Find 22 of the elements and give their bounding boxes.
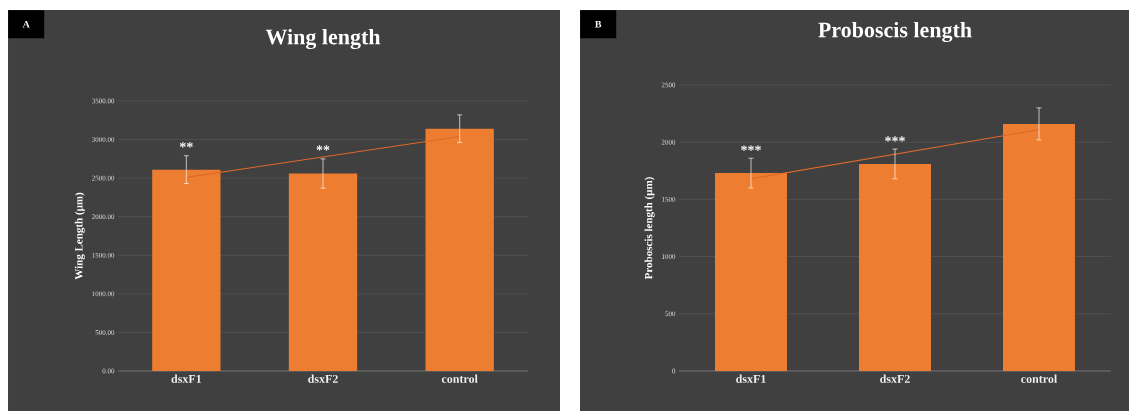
bar [715,173,788,371]
annotation: *** [885,136,905,142]
annotation: ** [179,142,193,148]
chart-title: Wing length [265,28,381,50]
x-tick-label: dsxF1 [171,374,202,383]
x-tick-label: dsxF2 [880,374,910,383]
chart-title: Proboscis length [818,21,972,43]
bar [152,169,221,371]
bar [1003,123,1075,371]
bar [288,173,358,371]
annotation: *** [741,145,761,151]
x-tick-label: control [1021,374,1058,383]
y-axis-title: Proboscis length (µm) [644,177,655,280]
annotation: ** [316,145,330,151]
text: A [22,20,30,28]
x-tick-label: dsxF2 [308,374,338,383]
x-tick-label: dsxF1 [736,374,766,383]
text: B [595,20,602,28]
x-tick-label: control [441,374,478,383]
bar [859,163,931,371]
y-axis-title: Wing Length (µm) [74,192,85,280]
bar [425,128,494,371]
